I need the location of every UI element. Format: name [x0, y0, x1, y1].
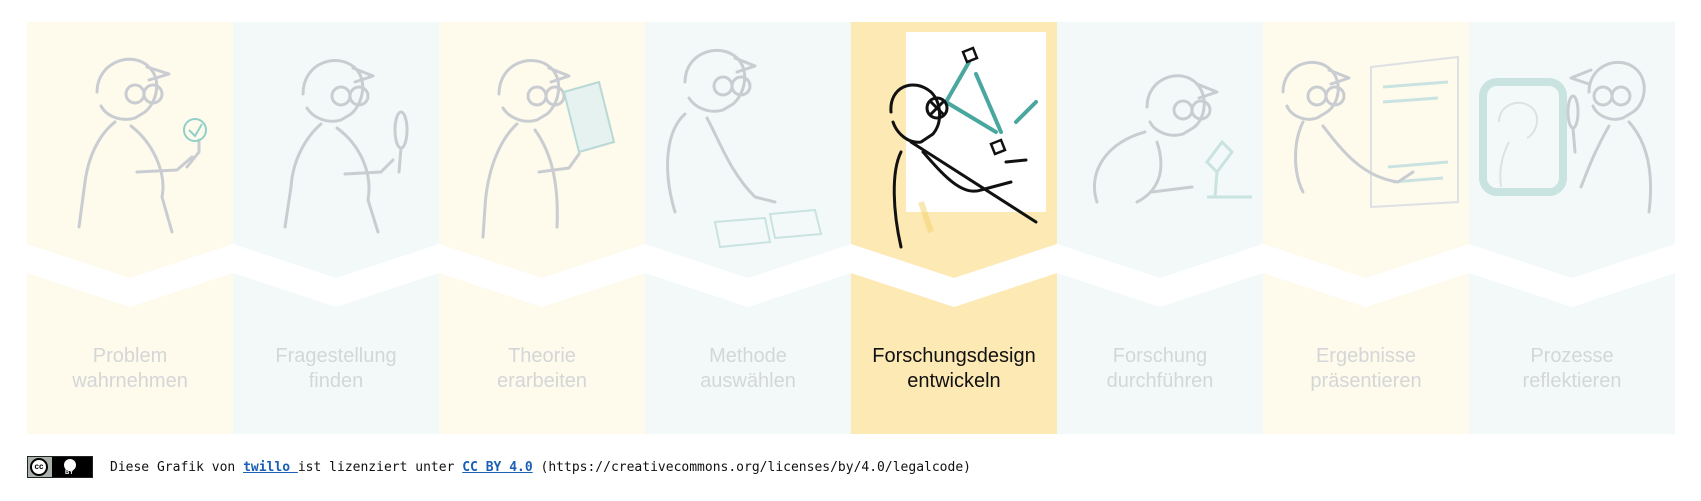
step-label-line1: Theorie [508, 345, 576, 367]
license-url-text: (https://creativecommons.org/licenses/by… [532, 459, 971, 475]
step-forschungsdesign-entwickeln: Forschungsdesign entwickeln [851, 22, 1057, 434]
license-footer: cc BY Diese Grafik von twillo ist lizenz… [27, 456, 971, 478]
license-text-middle: ist lizenziert unter [297, 459, 463, 475]
person-reading-book-icon [481, 59, 616, 239]
cc-by-license-link[interactable]: CC BY 4.0 [462, 459, 533, 475]
license-text-before: Diese Grafik von [110, 459, 244, 475]
step-label-line1: Ergebnisse [1315, 345, 1417, 367]
step-problem-wahrnehmen: Problem wahrnehmen [27, 22, 233, 434]
person-drawing-network-icon [889, 32, 1046, 249]
step-prozesse-reflektieren: Prozesse reflektieren [1469, 22, 1675, 434]
person-with-lightbulb-icon [77, 57, 207, 234]
step-label-line1: Methode [709, 345, 787, 367]
license-text: Diese Grafik von twillo ist lizenziert u… [110, 460, 971, 475]
cc-logo-icon: cc [30, 458, 48, 476]
step-ergebnisse-praesentieren: Ergebnisse präsentieren [1263, 22, 1469, 434]
step-label-line1: Forschungsdesign [872, 345, 1036, 367]
attribution-person-icon [64, 459, 76, 471]
step-theorie-erarbeiten: Theorie erarbeiten [439, 22, 645, 434]
person-choosing-cards-icon [666, 48, 823, 249]
step-label-line2: wahrnehmen [72, 370, 188, 392]
person-with-microscope-icon [1092, 74, 1252, 204]
step-fragestellung-finden: Fragestellung finden [233, 22, 439, 434]
step-illustration-panel [233, 22, 439, 278]
step-label-line2: durchführen [1106, 370, 1214, 392]
person-presenting-board-icon [1281, 55, 1459, 209]
person-with-magnifier-icon [283, 59, 409, 234]
step-label-line1: Problem [92, 345, 168, 367]
step-illustration-panel [439, 22, 645, 278]
step-label-line1: Fragestellung [275, 345, 397, 367]
person-with-mirror-icon [1479, 60, 1653, 214]
step-label-line1: Forschung [1112, 345, 1208, 367]
cc-by-license-badge-icon: cc BY [27, 456, 93, 478]
step-label-line2: reflektieren [1522, 370, 1622, 392]
step-methode-auswaehlen: Methode auswählen [645, 22, 851, 434]
step-label-line2: entwickeln [907, 370, 1001, 392]
step-forschung-durchfuehren: Forschung durchführen [1057, 22, 1263, 434]
research-process-strip: Problem wahrnehmen Fragestellung finden [27, 22, 1675, 434]
step-label-line1: Prozesse [1530, 345, 1614, 367]
step-illustration-panel [1469, 22, 1675, 278]
twillo-link[interactable]: twillo [243, 459, 298, 475]
badge-by-text: BY [65, 470, 74, 476]
step-label-line2: präsentieren [1310, 370, 1422, 392]
step-label-line2: auswählen [700, 370, 796, 392]
step-label-line2: finden [308, 370, 364, 392]
step-label-line2: erarbeiten [496, 370, 588, 392]
